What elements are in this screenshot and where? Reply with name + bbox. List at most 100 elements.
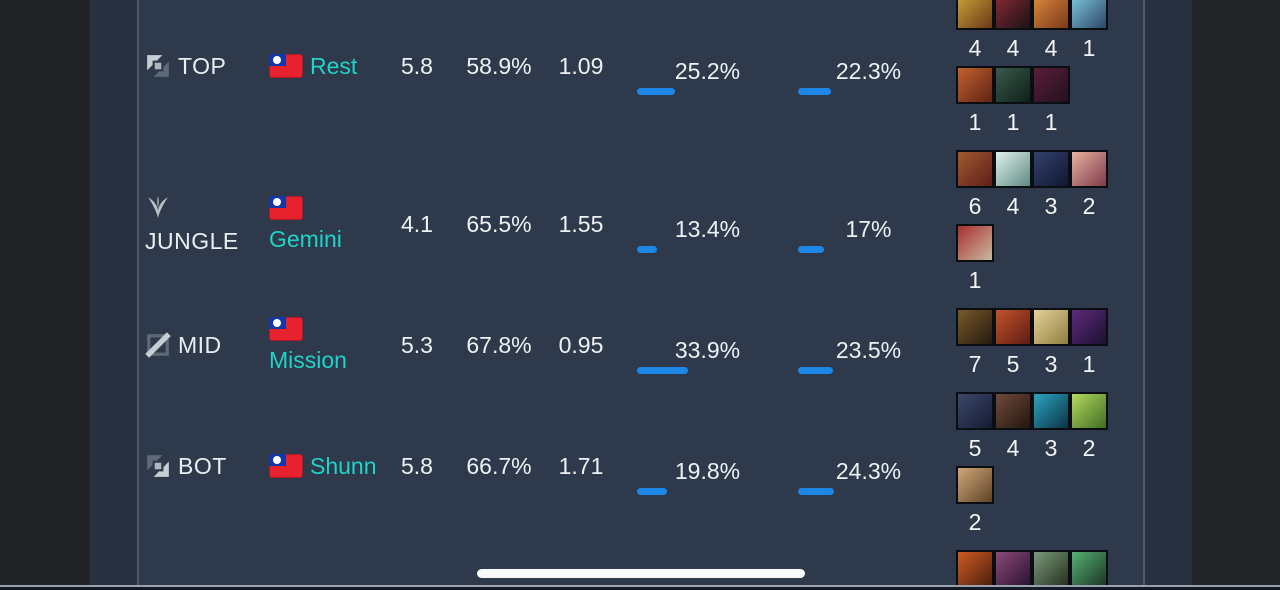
champion-icon[interactable] xyxy=(1032,0,1070,30)
bar-stat-2: 23.5% xyxy=(798,337,939,374)
champion-icon[interactable] xyxy=(1070,550,1108,588)
champion-pick-count: 1 xyxy=(1082,34,1096,61)
champion-icon[interactable] xyxy=(1070,392,1108,430)
player-cell[interactable]: Shunn xyxy=(269,453,379,480)
bar-stat-1: 19.8% xyxy=(637,458,778,495)
champion-icon[interactable] xyxy=(994,550,1032,588)
taiwan-flag-icon xyxy=(269,454,303,478)
percent-bar xyxy=(637,87,675,95)
player-name[interactable]: Shunn xyxy=(310,452,377,479)
champion-icon[interactable] xyxy=(994,0,1032,30)
percent-bar xyxy=(637,245,657,253)
champion-pick-count: 4 xyxy=(1044,34,1058,61)
percent-label: 17% xyxy=(845,215,892,242)
champion-icon[interactable] xyxy=(994,150,1032,188)
champion-icon[interactable] xyxy=(1070,0,1108,30)
stat-winrate: 66.7% xyxy=(466,452,532,479)
percent-label: 25.2% xyxy=(674,57,741,84)
position-cell: MID xyxy=(145,332,269,359)
champion-icon[interactable] xyxy=(956,466,994,504)
champion-pick-count: 2 xyxy=(1082,192,1096,219)
stat-winrate: 65.5% xyxy=(466,210,532,237)
taiwan-flag-icon xyxy=(269,54,303,78)
percent-label: 13.4% xyxy=(674,215,741,242)
player-cell[interactable]: Mission xyxy=(269,316,379,374)
bot-lane-icon xyxy=(145,453,171,479)
percent-label: 23.5% xyxy=(835,336,902,363)
champion-icon[interactable] xyxy=(1070,308,1108,346)
stat-winrate: 58.9% xyxy=(466,52,532,79)
champion-icon[interactable] xyxy=(1070,150,1108,188)
bottom-page-edge xyxy=(0,587,1280,590)
champion-icon[interactable] xyxy=(956,550,994,588)
player-cell[interactable]: Rest xyxy=(269,53,379,80)
player-cell[interactable]: Gemini xyxy=(269,195,379,253)
champion-icon[interactable] xyxy=(956,308,994,346)
champion-icon[interactable] xyxy=(956,150,994,188)
position-cell: BOT xyxy=(145,453,269,480)
position-label: MID xyxy=(178,331,222,358)
champion-icon[interactable] xyxy=(956,392,994,430)
champion-pick-count: 1 xyxy=(968,266,982,293)
champion-icon[interactable] xyxy=(994,308,1032,346)
champion-pick-count: 3 xyxy=(1044,350,1058,377)
champion-icon[interactable] xyxy=(994,392,1032,430)
champion-icon[interactable] xyxy=(1032,308,1070,346)
champion-icon[interactable] xyxy=(1032,66,1070,104)
left-gutter xyxy=(90,0,137,590)
player-name[interactable]: Rest xyxy=(310,52,358,79)
player-name[interactable]: Mission xyxy=(269,346,347,373)
champion-icon[interactable] xyxy=(1032,550,1070,588)
champion-pick-count: 2 xyxy=(968,508,982,535)
right-letterbox xyxy=(1192,0,1280,590)
percent-bar xyxy=(637,487,667,495)
player-row[interactable]: JUNGLE Gemini 4.1 65.5% 1.55 13.4% 17% 6… xyxy=(139,145,1143,303)
champion-icon[interactable] xyxy=(994,66,1032,104)
percent-bar xyxy=(798,245,824,253)
champion-icon[interactable] xyxy=(1032,150,1070,188)
champion-pick-count: 5 xyxy=(1006,350,1020,377)
percent-label: 33.9% xyxy=(674,336,741,363)
position-cell: TOP xyxy=(145,53,269,80)
champion-pick-count: 1 xyxy=(1082,350,1096,377)
right-divider xyxy=(1143,0,1145,590)
jungle-lane-icon xyxy=(145,194,171,220)
position-cell: JUNGLE xyxy=(145,194,269,255)
champion-icon[interactable] xyxy=(956,0,994,30)
taiwan-flag-icon xyxy=(269,316,303,341)
champion-pick-count: 1 xyxy=(968,108,982,135)
bar-stat-1: 25.2% xyxy=(637,58,778,95)
left-letterbox xyxy=(0,0,90,590)
champion-pick-count: 5 xyxy=(968,434,982,461)
percent-bar xyxy=(798,87,831,95)
bar-stat-2: 24.3% xyxy=(798,458,939,495)
stat-kda: 5.8 xyxy=(401,452,433,479)
champion-pick-count: 1 xyxy=(1044,108,1058,135)
champion-icon[interactable] xyxy=(1032,392,1070,430)
stat-kda: 5.3 xyxy=(401,331,433,358)
horizontal-scrollbar[interactable] xyxy=(477,569,805,578)
champion-icon[interactable] xyxy=(956,224,994,262)
bar-stat-2: 22.3% xyxy=(798,58,939,95)
stat-kda: 5.8 xyxy=(401,52,433,79)
player-name[interactable]: Gemini xyxy=(269,225,342,252)
champion-pick-count: 1 xyxy=(1006,108,1020,135)
player-row[interactable] xyxy=(139,545,1143,590)
champion-icon[interactable] xyxy=(956,66,994,104)
champions-cell xyxy=(956,550,1108,588)
bar-stat-1: 33.9% xyxy=(637,337,778,374)
champion-pick-count: 4 xyxy=(1006,34,1020,61)
champion-pick-count: 4 xyxy=(1006,192,1020,219)
champion-pick-count: 3 xyxy=(1044,434,1058,461)
player-row[interactable]: MID Mission 5.3 67.8% 0.95 33.9% 23.5% 7… xyxy=(139,303,1143,387)
percent-bar xyxy=(637,366,688,374)
percent-bar xyxy=(798,366,833,374)
stat-ratio: 0.95 xyxy=(558,331,604,358)
right-gutter xyxy=(1145,0,1192,590)
